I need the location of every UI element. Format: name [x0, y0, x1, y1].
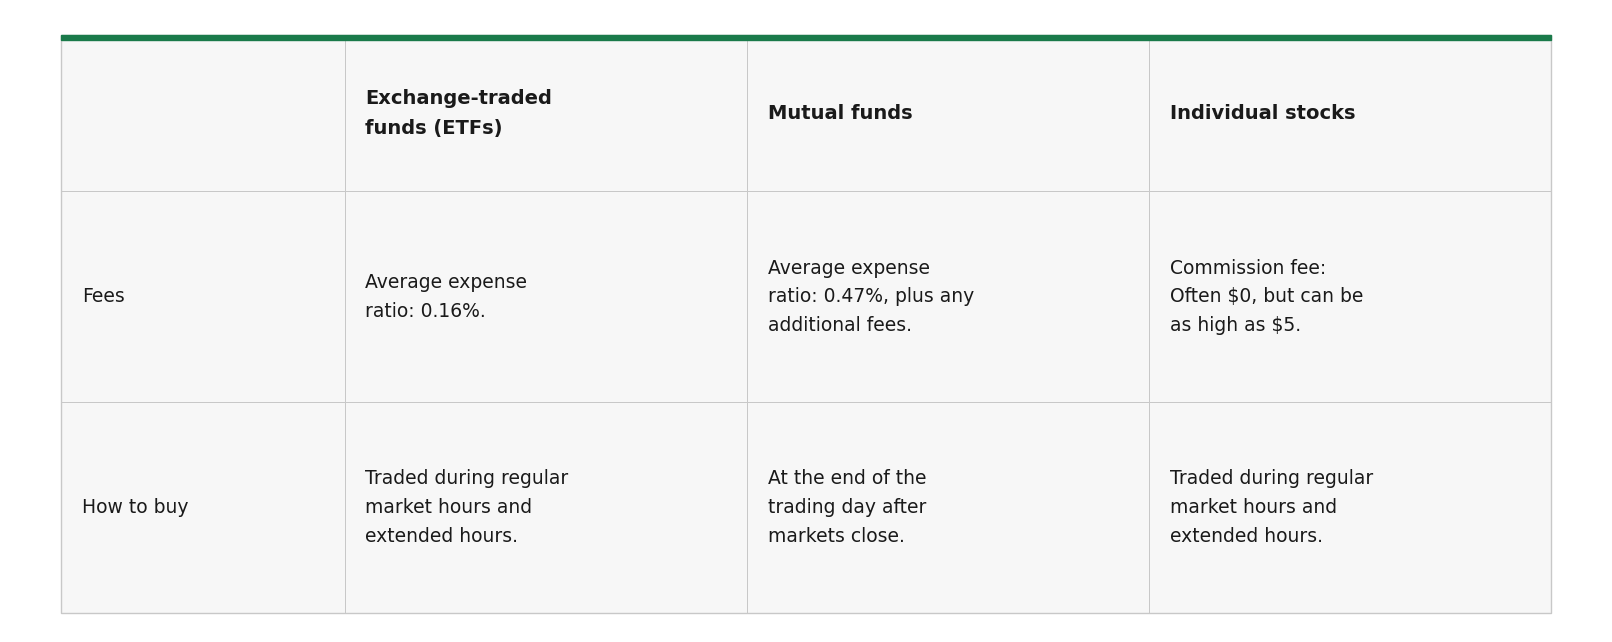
Text: Exchange-traded
funds (ETFs): Exchange-traded funds (ETFs) [366, 89, 553, 137]
Bar [61, 35, 1551, 613]
Text: Average expense
ratio: 0.16%.: Average expense ratio: 0.16%. [366, 273, 527, 320]
Bar [746, 191, 1149, 402]
Bar [746, 35, 1149, 191]
Text: How to buy: How to buy [82, 498, 189, 517]
Bar [61, 402, 345, 613]
Bar [61, 191, 345, 402]
Text: Individual stocks: Individual stocks [1170, 104, 1356, 123]
Bar [61, 35, 345, 191]
Bar [746, 402, 1149, 613]
Text: Traded during regular
market hours and
extended hours.: Traded during regular market hours and e… [366, 469, 569, 546]
Bar [1149, 191, 1551, 402]
Bar [1149, 402, 1551, 613]
Bar [345, 402, 746, 613]
Text: Fees: Fees [82, 287, 126, 306]
Bar [61, 35, 1551, 40]
Bar [1149, 35, 1551, 191]
Text: Commission fee:
Often $0, but can be
as high as $5.: Commission fee: Often $0, but can be as … [1170, 259, 1364, 335]
Text: Mutual funds: Mutual funds [767, 104, 912, 123]
Bar [345, 35, 746, 191]
Text: Average expense
ratio: 0.47%, plus any
additional fees.: Average expense ratio: 0.47%, plus any a… [767, 259, 974, 335]
Text: At the end of the
trading day after
markets close.: At the end of the trading day after mark… [767, 469, 925, 546]
Text: Traded during regular
market hours and
extended hours.: Traded during regular market hours and e… [1170, 469, 1373, 546]
Bar [345, 191, 746, 402]
